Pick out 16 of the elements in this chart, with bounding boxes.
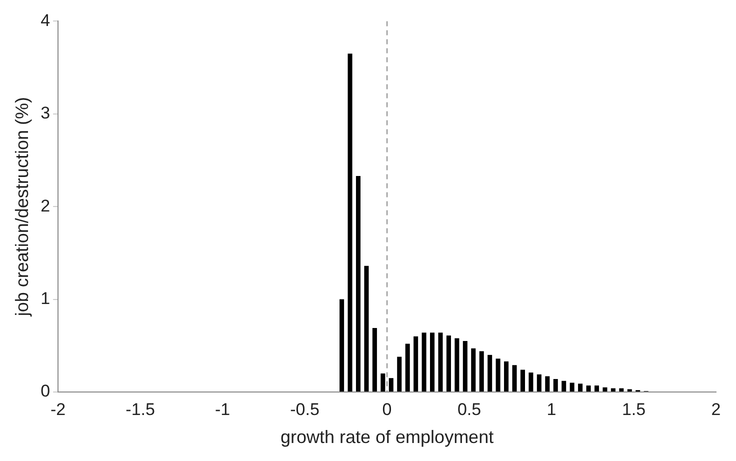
y-tick-label: 1 [40, 288, 50, 308]
x-tick-label: 1 [546, 400, 556, 419]
x-tick-label: -1.5 [126, 400, 155, 419]
x-axis-title: growth rate of employment [280, 427, 494, 448]
y-axis-title: job creation/destruction (%) [12, 97, 32, 318]
x-tick-label: -2 [50, 400, 66, 419]
y-tick-label: 4 [40, 10, 50, 30]
x-tick-label: 0 [382, 400, 392, 419]
y-tick-label: 2 [40, 196, 50, 216]
y-tick-label: 0 [40, 382, 50, 401]
x-tick-label: -0.5 [290, 400, 320, 419]
y-tick-label: 3 [40, 104, 50, 123]
x-tick-label: 0.5 [457, 400, 482, 419]
x-tick-label: -1 [214, 400, 230, 419]
x-tick-label: 2 [711, 400, 721, 419]
x-tick-label: 1.5 [622, 400, 646, 419]
